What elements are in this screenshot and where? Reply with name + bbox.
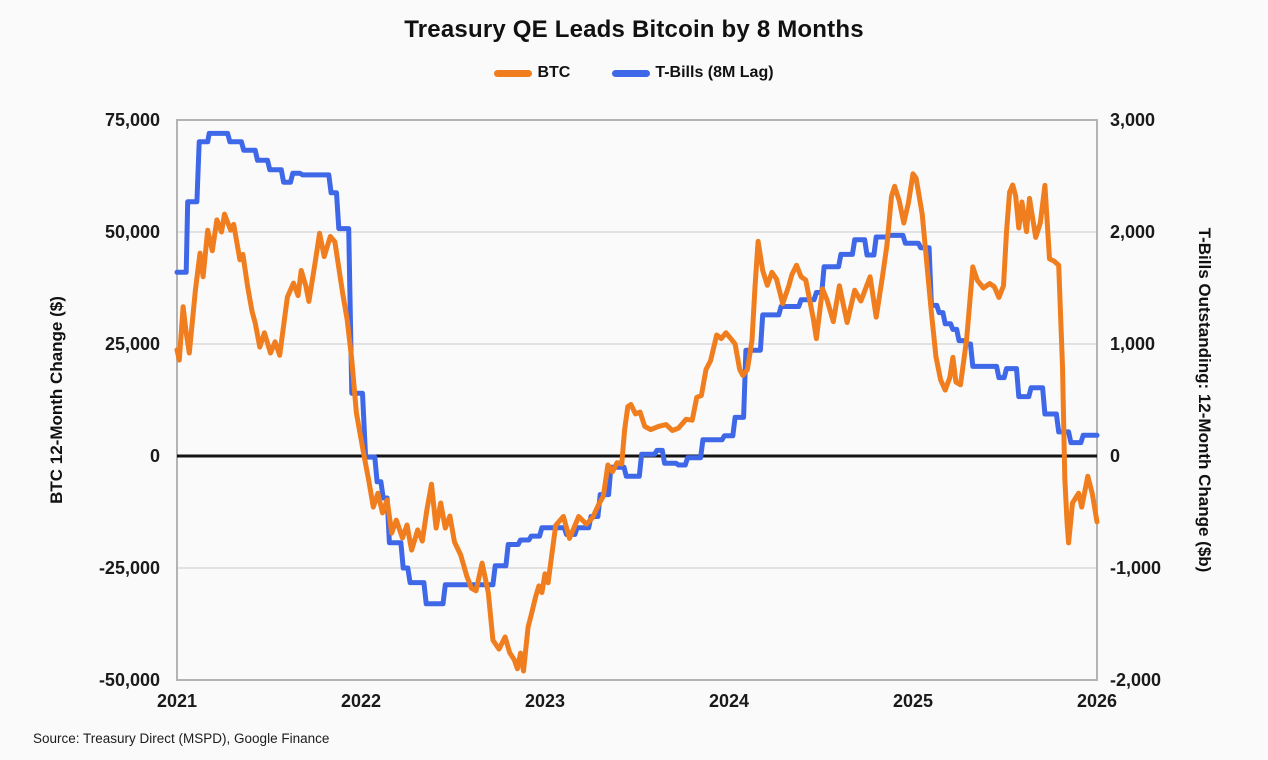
y-axis-right-tick: 1,000 xyxy=(1110,334,1156,354)
legend-item-tbills: T-Bills (8M Lag) xyxy=(612,64,774,82)
x-axis-tick: 2021 xyxy=(156,691,198,711)
legend-swatch-btc xyxy=(494,69,533,77)
y-axis-left-tick: 50,000 xyxy=(104,222,160,242)
y-axis-right-tick: -1,000 xyxy=(1110,558,1162,578)
y-axis-left-tick: 75,000 xyxy=(104,110,160,130)
y-axis-left-tick: 25,000 xyxy=(104,334,160,354)
series-line-tbills xyxy=(174,130,1100,607)
source-note: Source: Treasury Direct (MSPD), Google F… xyxy=(33,731,330,746)
y-axis-left-title: BTC 12-Month Change ($) xyxy=(47,296,66,504)
y-axis-right-tick: 0 xyxy=(1110,446,1121,466)
x-axis-tick: 2022 xyxy=(340,691,382,711)
y-axis-right-title: T-Bills Outstanding: 12-Month Change ($b… xyxy=(1195,227,1214,573)
legend-swatch-tbills xyxy=(612,69,651,77)
series-line-btc xyxy=(174,171,1100,674)
y-axis-right-tick: 2,000 xyxy=(1110,222,1156,242)
y-axis-right-tick: -2,000 xyxy=(1110,670,1162,690)
x-axis-tick: 2026 xyxy=(1076,691,1118,711)
y-axis-right-tick: 3,000 xyxy=(1110,110,1156,130)
plot-border xyxy=(176,119,1098,681)
y-axis-left-tick: -50,000 xyxy=(98,670,160,690)
y-axis-left-tick: -25,000 xyxy=(98,558,160,578)
x-axis-tick: 2024 xyxy=(708,691,750,711)
legend: BTC T-Bills (8M Lag) xyxy=(0,64,1268,82)
y-axis-left-tick: 0 xyxy=(149,446,160,466)
legend-label-tbills: T-Bills (8M Lag) xyxy=(655,64,774,81)
legend-label-btc: BTC xyxy=(537,64,571,81)
x-axis-tick: 2025 xyxy=(892,691,934,711)
chart-title: Treasury QE Leads Bitcoin by 8 Months xyxy=(404,16,864,43)
x-axis-tick: 2023 xyxy=(524,691,566,711)
legend-item-btc: BTC xyxy=(494,64,570,82)
